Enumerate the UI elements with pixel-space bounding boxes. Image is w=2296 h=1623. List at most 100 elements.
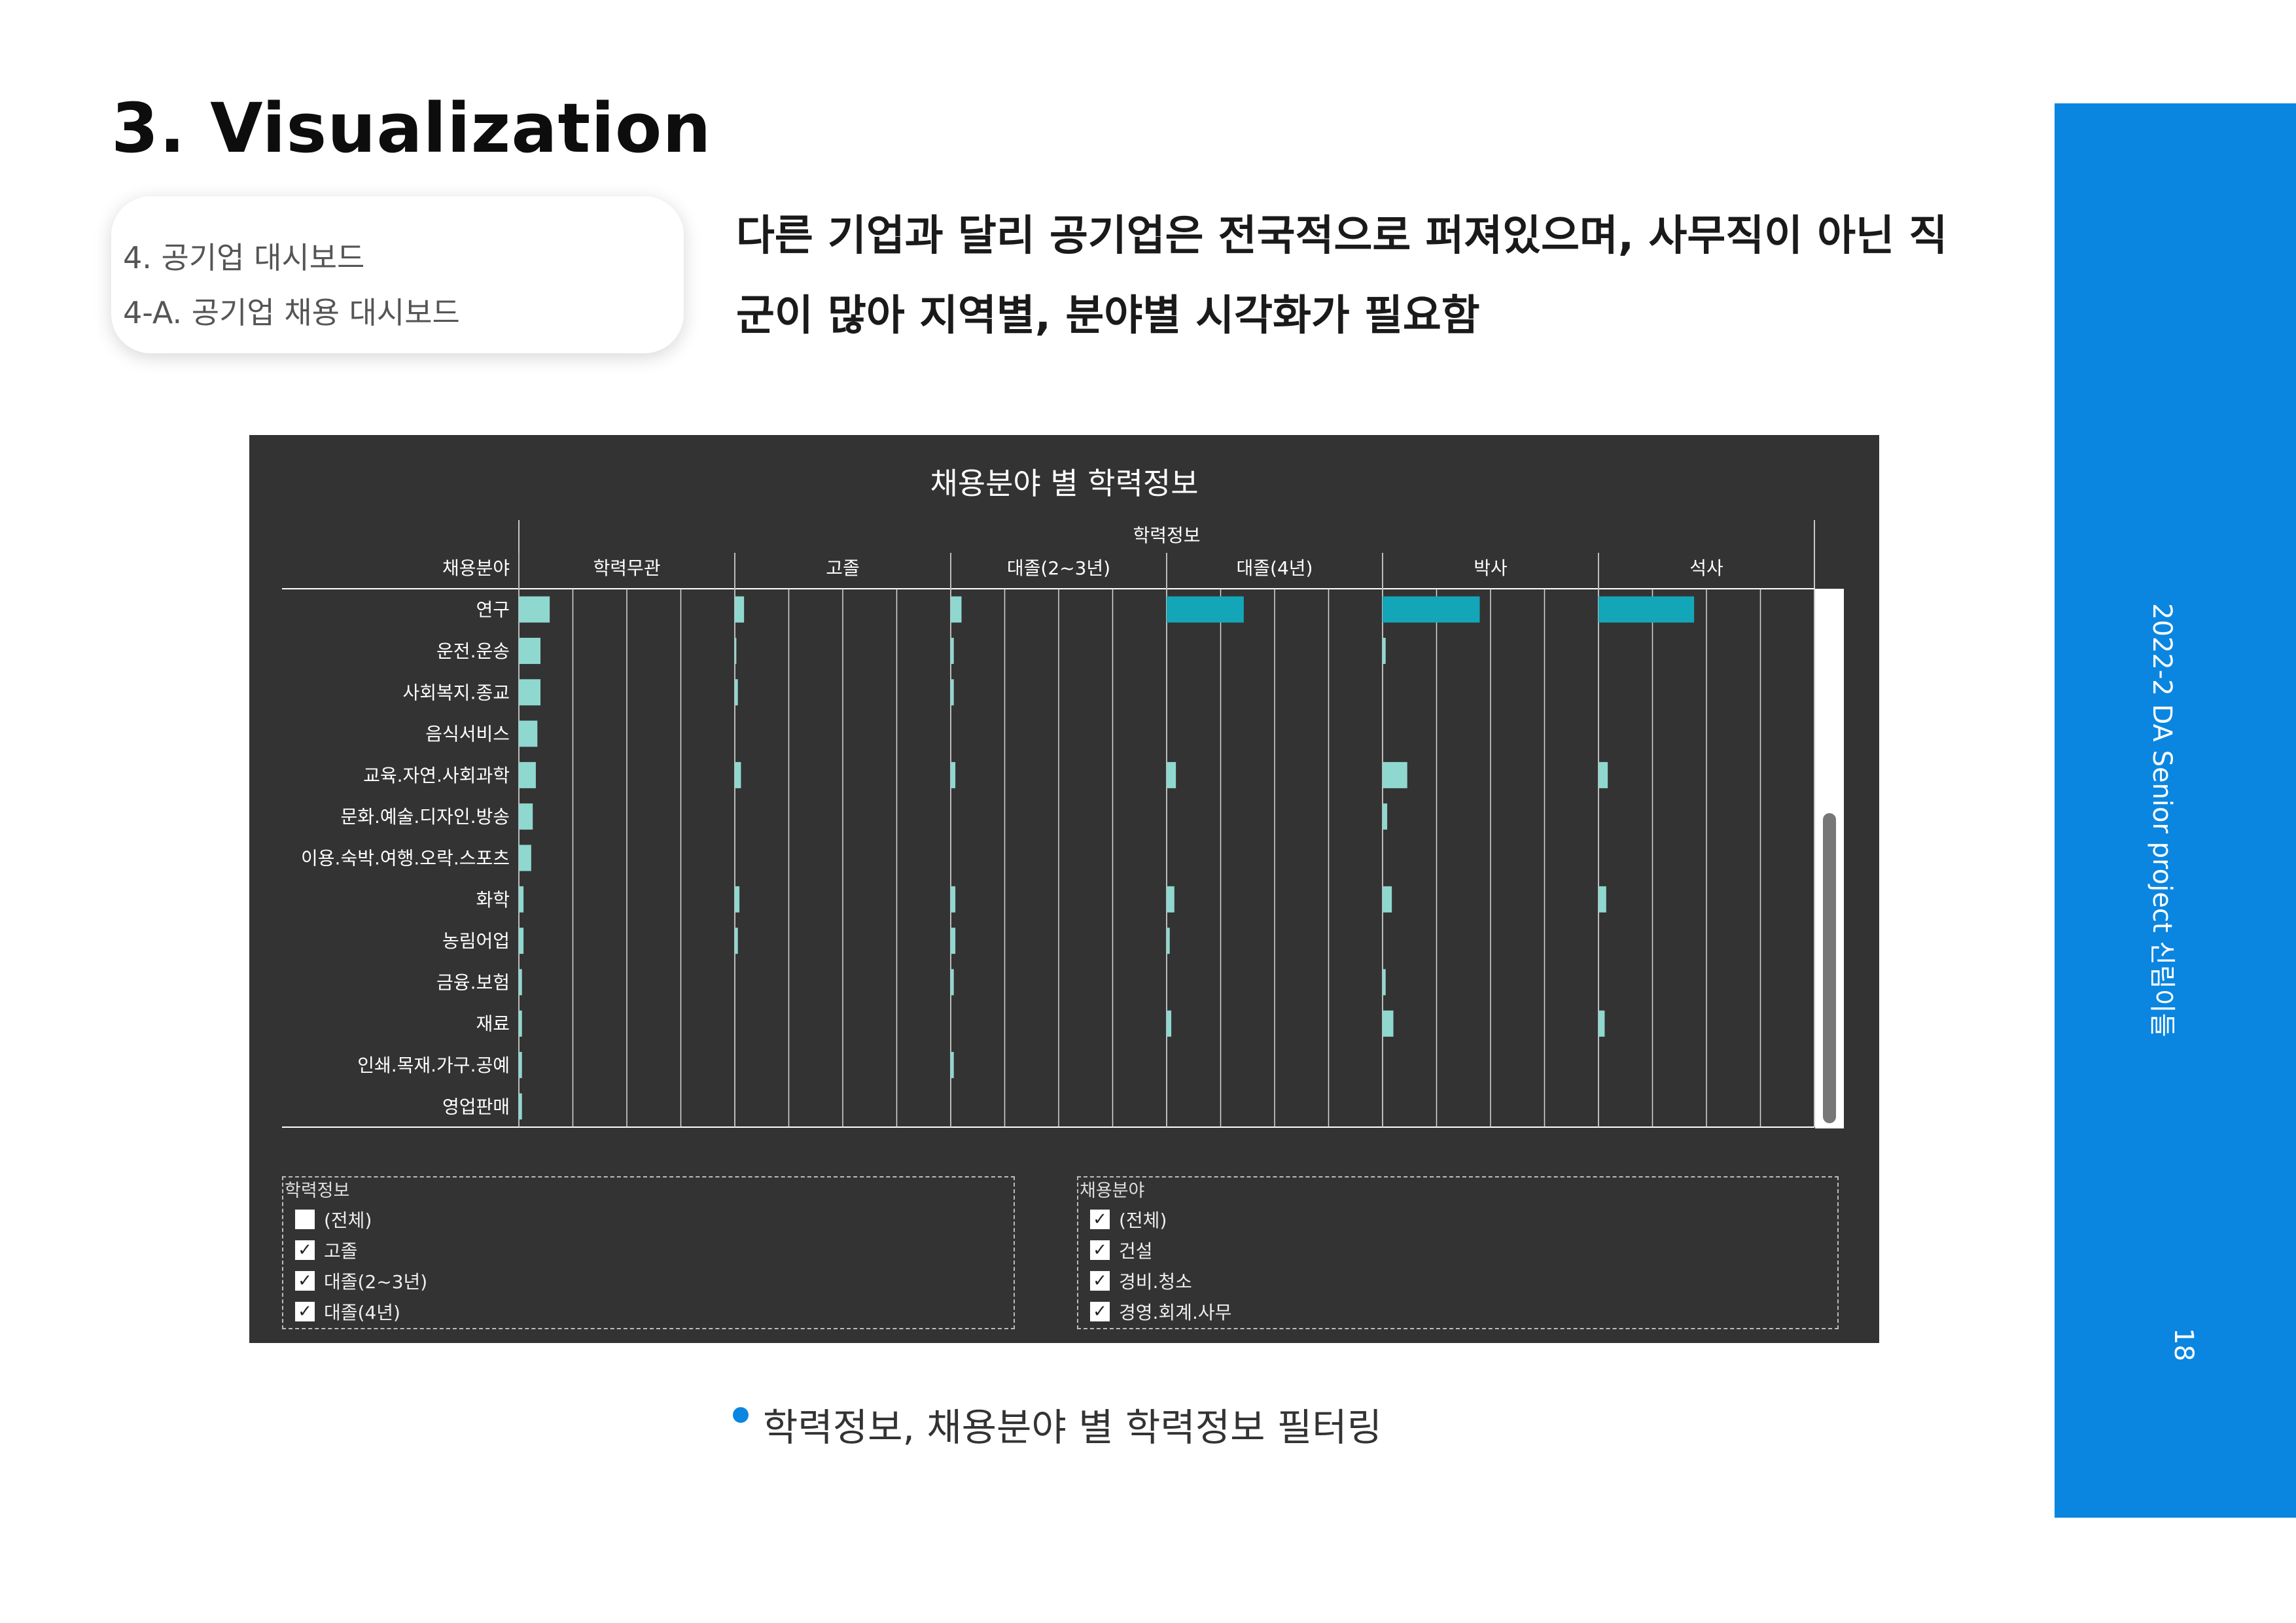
slide-title: 3. Visualization [111, 88, 712, 168]
field-filter: 채용분야 ✓ (전체) ✓ 건설 ✓ 경비.청소 ✓ 경영.회계.사무 [1077, 1176, 1839, 1329]
bar [519, 637, 540, 664]
row-label: 연구 [476, 599, 510, 621]
bar [735, 596, 745, 623]
bar [1383, 969, 1386, 996]
checkbox-icon[interactable]: ✓ [295, 1271, 315, 1291]
bar [951, 637, 954, 664]
column-label: 석사 [1689, 557, 1723, 579]
bar [1167, 596, 1244, 623]
bar [951, 1052, 954, 1079]
education-filter-option-label: 고졸 [324, 1240, 358, 1262]
bar [735, 886, 740, 913]
nav-section: 4. 공기업 대시보드 [123, 240, 365, 275]
column-label: 대졸(4년) [1237, 557, 1313, 579]
bar [735, 761, 741, 788]
field-filter-option-label: 경영.회계.사무 [1119, 1302, 1232, 1323]
column-header-label: 학력정보 [1133, 525, 1200, 546]
bar [1598, 886, 1606, 913]
bar [951, 679, 954, 706]
bar [1598, 761, 1608, 788]
bar [1383, 637, 1386, 664]
bar [1167, 1010, 1172, 1037]
bar [735, 928, 738, 954]
bar [519, 928, 524, 954]
column-label: 대졸(2~3년) [1007, 557, 1110, 579]
side-bar [2055, 103, 2296, 1518]
bar [1167, 928, 1170, 954]
bar [519, 803, 533, 830]
bar [1598, 1010, 1605, 1037]
row-label: 사회복지.종교 [403, 682, 510, 703]
bar [519, 596, 550, 623]
row-label: 화학 [476, 889, 510, 911]
row-label: 금융.보험 [436, 971, 510, 993]
row-label: 운전.운송 [436, 640, 510, 662]
row-label: 농림어업 [442, 930, 510, 952]
bar [519, 679, 540, 706]
bar [951, 969, 954, 996]
bar [519, 969, 522, 996]
bar [1383, 803, 1388, 830]
row-label: 음식서비스 [425, 724, 510, 745]
bar [951, 596, 962, 623]
education-filter-option-label: 대졸(4년) [324, 1302, 400, 1323]
bar [1167, 761, 1176, 788]
education-filter-option[interactable]: ✓ 대졸(4년) [295, 1299, 400, 1325]
bar [519, 845, 531, 871]
bar [1167, 886, 1174, 913]
education-filter-option[interactable]: ✓ 대졸(2~3년) [295, 1268, 427, 1294]
checkbox-icon[interactable]: ✓ [1090, 1302, 1110, 1321]
chart-scrollbar-thumb [1823, 813, 1836, 1123]
bar [735, 679, 738, 706]
checkbox-icon[interactable]: ✓ [1090, 1240, 1110, 1260]
bar [519, 886, 524, 913]
bar [951, 761, 956, 788]
field-filter-option[interactable]: ✓ 건설 [1090, 1237, 1153, 1263]
bar [951, 928, 956, 954]
dashboard-screenshot: 채용분야 별 학력정보 학력정보 채용분야 학력무관 고졸 대졸(2~3년) 대졸(4년)… [249, 435, 1879, 1343]
bar [519, 1010, 522, 1037]
bar [1383, 1010, 1394, 1037]
field-filter-option-label: 경비.청소 [1119, 1271, 1192, 1293]
caption-bullet-icon [733, 1407, 749, 1423]
bar [1383, 886, 1392, 913]
dashboard-title: 채용분야 별 학력정보 [930, 466, 1199, 501]
field-filter-option[interactable]: ✓ 경비.청소 [1090, 1268, 1192, 1294]
checkbox-icon[interactable]: ✓ [1090, 1271, 1110, 1291]
education-filter-title: 학력정보 [285, 1181, 350, 1201]
field-filter-title: 채용분야 [1080, 1181, 1145, 1201]
field-filter-option[interactable]: ✓ 경영.회계.사무 [1090, 1299, 1231, 1325]
education-filter: 학력정보 (전체) ✓ 고졸 ✓ 대졸(2~3년) ✓ 대졸(4년) [282, 1176, 1015, 1329]
row-header-label: 채용분야 [442, 557, 510, 579]
nav-subsection: 4-A. 공기업 채용 대시보드 [123, 295, 460, 330]
column-label: 학력무관 [593, 557, 660, 579]
row-label: 영업판매 [442, 1096, 510, 1117]
row-label: 교육.자연.사회과학 [363, 765, 510, 786]
column-label: 고졸 [826, 557, 860, 579]
education-filter-option[interactable]: (전체) [295, 1206, 372, 1232]
checkbox-icon[interactable]: ✓ [1090, 1210, 1110, 1229]
column-label: 박사 [1474, 557, 1508, 579]
row-label: 이용.숙박.여행.오락.스포츠 [301, 848, 510, 869]
bar [519, 1093, 522, 1120]
row-label: 문화.예술.디자인.방송 [340, 806, 510, 828]
bar [951, 886, 956, 913]
bar [519, 1052, 522, 1079]
section-nav-card: 4. 공기업 대시보드 4-A. 공기업 채용 대시보드 [111, 196, 684, 353]
field-filter-option[interactable]: ✓ (전체) [1090, 1206, 1167, 1232]
field-filter-option-label: 건설 [1119, 1240, 1153, 1262]
caption-text: 학력정보, 채용분야 별 학력정보 필터링 [763, 1405, 1382, 1450]
checkbox-icon[interactable] [295, 1210, 315, 1229]
caption: 학력정보, 채용분야 별 학력정보 필터링 [733, 1397, 1382, 1452]
education-filter-option[interactable]: ✓ 고졸 [295, 1237, 358, 1263]
education-filter-option-label: (전체) [324, 1210, 372, 1231]
page-number: 18 [2168, 1328, 2199, 1361]
bar [735, 637, 737, 664]
bar [1383, 761, 1407, 788]
checkbox-icon[interactable]: ✓ [295, 1240, 315, 1260]
education-filter-option-label: 대졸(2~3년) [324, 1271, 428, 1293]
row-label: 재료 [476, 1013, 510, 1035]
side-project-title: 2022-2 DA Senior project 신림이들 [2147, 603, 2177, 1038]
checkbox-icon[interactable]: ✓ [295, 1302, 315, 1321]
